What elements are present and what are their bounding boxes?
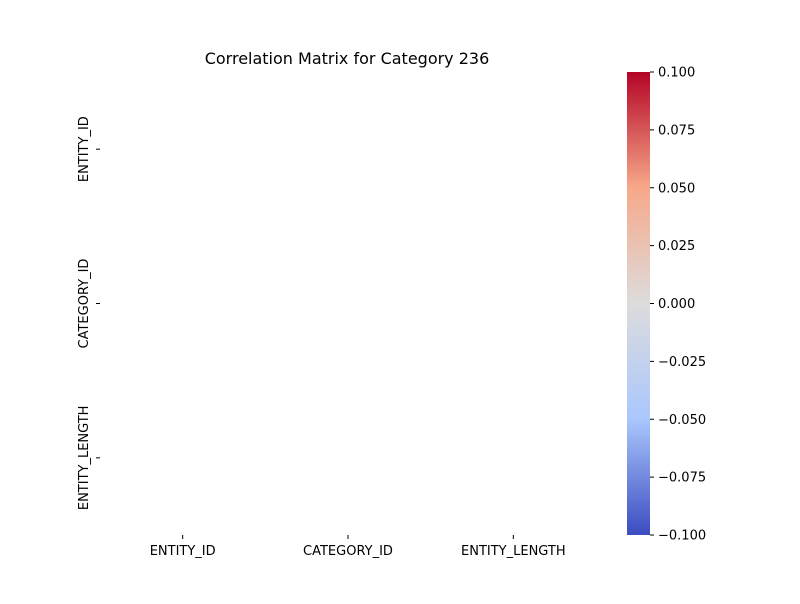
y-tick-label: ENTITY_LENGTH bbox=[77, 406, 92, 511]
heatmap-cell-entity-length-entity-id bbox=[100, 380, 266, 535]
heatmap-cell-entity-length-entity-length bbox=[430, 380, 596, 535]
heatmap-cell-category-id-entity-id bbox=[100, 226, 266, 381]
colorbar-tick-label: 0.025 bbox=[658, 239, 695, 254]
heatmap-cell-category-id-category-id bbox=[265, 226, 431, 381]
colorbar-tick-label: 0.000 bbox=[658, 297, 695, 312]
colorbar bbox=[627, 72, 650, 535]
heatmap-cell-entity-id-entity-id bbox=[100, 72, 266, 227]
x-tick-label: CATEGORY_ID bbox=[303, 544, 393, 559]
y-tick-label: CATEGORY_ID bbox=[77, 259, 92, 349]
y-tick-label: ENTITY_ID bbox=[77, 116, 92, 182]
colorbar-tick-label: 0.100 bbox=[658, 66, 695, 81]
heatmap-cell-entity-id-category-id bbox=[265, 72, 431, 227]
x-tick-label: ENTITY_ID bbox=[150, 544, 216, 559]
colorbar-tick-label: 0.050 bbox=[658, 181, 695, 196]
y-axis-ticks: ENTITY_ID CATEGORY_ID ENTITY_LENGTH bbox=[77, 116, 100, 510]
x-tick-label: ENTITY_LENGTH bbox=[461, 544, 566, 559]
heatmap-cell-entity-id-entity-length bbox=[430, 72, 596, 227]
colorbar-tick-label: −0.075 bbox=[658, 471, 706, 486]
colorbar-tick-label: −0.050 bbox=[658, 413, 706, 428]
x-axis-ticks: ENTITY_ID CATEGORY_ID ENTITY_LENGTH bbox=[150, 535, 566, 559]
heatmap-cells bbox=[100, 72, 596, 535]
colorbar-tick-label: −0.100 bbox=[658, 529, 706, 544]
heatmap-cell-category-id-entity-length bbox=[430, 226, 596, 381]
chart-title: Correlation Matrix for Category 236 bbox=[205, 49, 490, 68]
colorbar-ticks: 0.100 0.075 0.050 0.025 0.000 −0.025 −0.050 −0.… bbox=[650, 66, 706, 544]
colorbar-tick-label: 0.075 bbox=[658, 123, 695, 138]
heatmap-cell-entity-length-category-id bbox=[265, 380, 431, 535]
colorbar-tick-label: −0.025 bbox=[658, 355, 706, 370]
